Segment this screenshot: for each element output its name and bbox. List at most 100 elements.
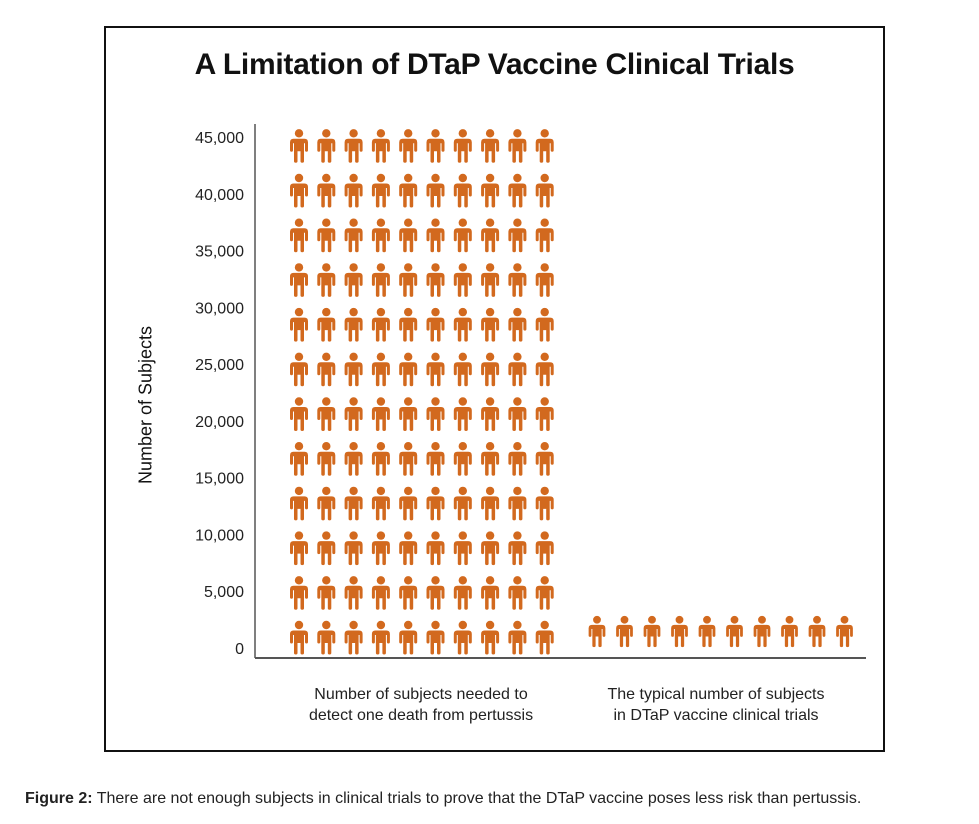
person-icon <box>344 442 363 476</box>
person-icon <box>399 397 418 431</box>
person-icon <box>481 397 500 431</box>
person-icon <box>371 486 390 521</box>
person-icon <box>399 531 418 566</box>
person-icon <box>508 263 527 297</box>
person-icon <box>426 531 445 566</box>
person-icon <box>508 173 527 208</box>
person-icon <box>317 620 336 655</box>
person-icon <box>317 397 336 431</box>
person-icon <box>399 486 418 521</box>
person-icon <box>317 307 336 342</box>
person-icon <box>290 218 308 253</box>
person-icon <box>317 173 336 208</box>
person-icon <box>290 620 308 655</box>
person-icon <box>836 615 853 648</box>
person-icon <box>344 129 363 163</box>
person-icon <box>535 397 554 431</box>
person-icon <box>453 263 472 297</box>
person-icon <box>290 442 308 476</box>
person-icon <box>535 129 554 163</box>
person-icon <box>344 352 363 387</box>
person-icon <box>726 615 743 648</box>
person-icon <box>317 218 336 253</box>
category-label-line: Number of subjects needed to <box>314 686 528 703</box>
person-icon <box>344 173 363 208</box>
person-icon <box>426 620 445 655</box>
person-icon <box>535 486 554 521</box>
person-icon <box>508 442 527 476</box>
person-icon <box>453 129 472 163</box>
person-icon <box>371 620 390 655</box>
person-icon <box>371 531 390 566</box>
person-icon <box>453 397 472 431</box>
person-icon <box>535 442 554 476</box>
person-icon <box>399 620 418 655</box>
person-icon <box>481 531 500 566</box>
person-icon <box>481 129 500 163</box>
person-icon <box>426 129 445 163</box>
caption-text: There are not enough subjects in clinica… <box>92 790 862 807</box>
person-icon <box>671 615 688 648</box>
person-icon <box>453 531 472 566</box>
person-icon <box>481 263 500 297</box>
person-icon <box>344 620 363 655</box>
person-icon <box>290 397 308 431</box>
person-icon <box>508 218 527 253</box>
person-icon <box>453 442 472 476</box>
figure-caption: Figure 2: There are not enough subjects … <box>25 790 861 808</box>
person-icon <box>371 576 390 610</box>
person-icon <box>508 620 527 655</box>
person-icon <box>453 486 472 521</box>
person-icon <box>371 263 390 297</box>
person-icon <box>481 486 500 521</box>
person-icon <box>426 576 445 610</box>
person-icon <box>371 397 390 431</box>
person-icon <box>426 442 445 476</box>
person-icon <box>481 576 500 610</box>
person-icon <box>508 531 527 566</box>
person-icon <box>508 307 527 342</box>
person-icon <box>508 129 527 163</box>
person-icon <box>399 173 418 208</box>
person-icon <box>344 397 363 431</box>
person-icon <box>317 263 336 297</box>
person-icon <box>426 173 445 208</box>
person-icon <box>371 352 390 387</box>
person-icon <box>290 307 308 342</box>
person-icon <box>453 576 472 610</box>
y-tick-label: 35,000 <box>195 244 244 261</box>
caption-label: Figure 2: <box>25 790 93 807</box>
category-label-line: The typical number of subjects <box>607 686 825 703</box>
person-icon <box>290 263 308 297</box>
person-icon <box>426 352 445 387</box>
person-icon <box>371 218 390 253</box>
person-icon <box>317 129 336 163</box>
person-icon <box>481 218 500 253</box>
y-tick-label: 40,000 <box>195 187 244 204</box>
person-icon <box>317 576 336 610</box>
person-icon <box>317 531 336 566</box>
person-icon <box>399 576 418 610</box>
person-icon <box>371 307 390 342</box>
y-tick-label: 0 <box>235 641 244 658</box>
person-icon <box>508 486 527 521</box>
person-icon <box>344 263 363 297</box>
person-icon <box>399 218 418 253</box>
person-icon <box>290 173 308 208</box>
person-icon <box>535 218 554 253</box>
person-icon <box>535 352 554 387</box>
person-icon <box>344 576 363 610</box>
y-tick-label: 15,000 <box>195 471 244 488</box>
person-icon <box>453 218 472 253</box>
person-icon <box>453 307 472 342</box>
person-icon <box>535 531 554 566</box>
category-label-0: Number of subjects needed to detect one … <box>281 684 561 726</box>
y-tick-label: 20,000 <box>195 414 244 431</box>
person-icon <box>643 615 661 648</box>
person-icon <box>317 442 336 476</box>
category-label-line: detect one death from pertussis <box>308 707 534 724</box>
person-icon <box>290 531 308 566</box>
figure-frame <box>104 26 885 752</box>
person-icon <box>426 218 445 253</box>
